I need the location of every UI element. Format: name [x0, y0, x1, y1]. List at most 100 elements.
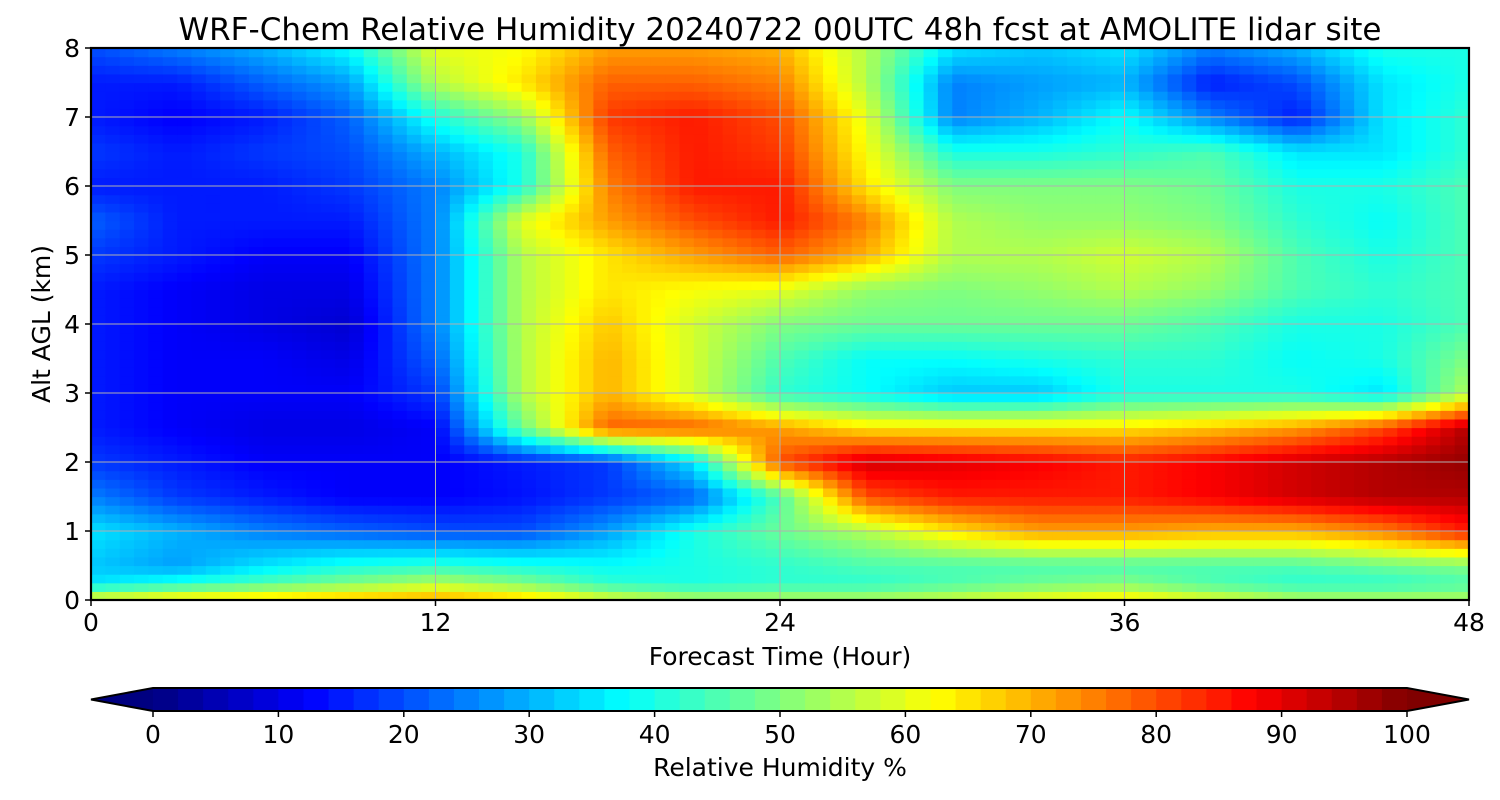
- heatmap-cell: [866, 410, 882, 420]
- heatmap-cell: [1009, 393, 1025, 403]
- heatmap-cell: [1368, 453, 1384, 463]
- heatmap-cell: [162, 505, 178, 515]
- heatmap-cell: [1038, 263, 1054, 273]
- heatmap-cell: [1268, 151, 1283, 161]
- heatmap-cell: [1181, 332, 1197, 342]
- heatmap-cell: [263, 393, 279, 403]
- heatmap-cell: [521, 591, 537, 600]
- heatmap-cell: [622, 453, 638, 463]
- heatmap-cell: [378, 505, 394, 515]
- heatmap-cell: [1067, 211, 1083, 222]
- heatmap-cell: [550, 427, 566, 437]
- heatmap-cell: [1425, 332, 1441, 342]
- heatmap-cell: [1181, 410, 1197, 420]
- heatmap-cell: [693, 427, 709, 437]
- heatmap-cell: [1095, 160, 1111, 170]
- heatmap-cell: [1282, 255, 1298, 265]
- heatmap-cell: [1224, 418, 1240, 429]
- heatmap-cell: [91, 470, 106, 480]
- heatmap-cell: [1368, 565, 1384, 575]
- heatmap-cell: [1095, 151, 1111, 161]
- heatmap-cell: [277, 341, 293, 351]
- heatmap-cell: [177, 160, 193, 170]
- heatmap-cell: [263, 591, 279, 600]
- heatmap-cell: [894, 436, 910, 446]
- heatmap-cell: [535, 186, 551, 196]
- heatmap-cell: [708, 177, 724, 187]
- heatmap-cell: [148, 151, 164, 161]
- heatmap-cell: [1354, 427, 1370, 437]
- heatmap-cell: [980, 203, 996, 213]
- heatmap-cell: [866, 591, 882, 600]
- heatmap-cell: [722, 367, 738, 377]
- heatmap-cell: [191, 496, 207, 506]
- heatmap-cell: [866, 289, 882, 299]
- heatmap-cell: [1440, 393, 1456, 403]
- heatmap-cell: [191, 470, 207, 480]
- heatmap-cell: [535, 306, 551, 316]
- heatmap-cell: [1440, 358, 1456, 368]
- heatmap-cell: [492, 427, 508, 437]
- heatmap-cell: [234, 427, 250, 437]
- heatmap-cell: [205, 556, 221, 567]
- heatmap-cell: [1052, 401, 1068, 411]
- heatmap-cell: [464, 246, 480, 256]
- heatmap-cell: [1124, 565, 1140, 575]
- heatmap-cell: [1038, 574, 1054, 584]
- heatmap-cell: [1382, 211, 1398, 222]
- heatmap-cell: [679, 479, 695, 489]
- heatmap-cell: [1425, 298, 1441, 308]
- heatmap-cell: [277, 289, 293, 299]
- heatmap-cell: [880, 186, 896, 196]
- heatmap-cell: [1325, 280, 1341, 291]
- heatmap-cell: [866, 513, 882, 523]
- heatmap-cell: [636, 358, 652, 368]
- heatmap-cell: [1224, 548, 1240, 558]
- heatmap-cell: [177, 418, 193, 429]
- heatmap-cell: [1081, 194, 1097, 204]
- heatmap-cell: [708, 341, 724, 351]
- heatmap-cell: [894, 186, 910, 196]
- heatmap-cell: [995, 531, 1011, 541]
- heatmap-cell: [177, 349, 193, 360]
- heatmap-cell: [435, 393, 451, 403]
- heatmap-cell: [693, 401, 709, 411]
- heatmap-cell: [449, 177, 465, 187]
- heatmap-cell: [1110, 324, 1126, 334]
- heatmap-cell: [1440, 280, 1456, 291]
- heatmap-cell: [1282, 263, 1298, 273]
- heatmap-cell: [492, 462, 508, 472]
- heatmap-cell: [220, 591, 236, 600]
- heatmap-cell: [1368, 522, 1384, 532]
- heatmap-cell: [736, 522, 752, 532]
- heatmap-cell: [1368, 324, 1384, 334]
- heatmap-cell: [306, 427, 322, 437]
- heatmap-cell: [1153, 496, 1169, 506]
- heatmap-cell: [1081, 160, 1097, 170]
- heatmap-cell: [894, 496, 910, 506]
- heatmap-cell: [507, 186, 523, 196]
- heatmap-cell: [1224, 565, 1240, 575]
- heatmap-cell: [650, 531, 666, 541]
- heatmap-cell: [1253, 582, 1269, 592]
- heatmap-cell: [1009, 237, 1025, 247]
- heatmap-cell: [521, 186, 537, 196]
- heatmap-cell: [1038, 272, 1054, 282]
- heatmap-cell: [1153, 487, 1169, 498]
- heatmap-cell: [119, 211, 135, 222]
- heatmap-cell: [636, 453, 652, 463]
- heatmap-cell: [91, 522, 106, 532]
- heatmap-cell: [708, 401, 724, 411]
- heatmap-cell: [593, 211, 609, 222]
- heatmap-cell: [1167, 298, 1183, 308]
- heatmap-cell: [952, 591, 968, 600]
- heatmap-cell: [421, 453, 437, 463]
- heatmap-cell: [1196, 263, 1212, 273]
- heatmap-cell: [1196, 574, 1212, 584]
- heatmap-cell: [1411, 539, 1427, 549]
- heatmap-cell: [1167, 237, 1183, 247]
- heatmap-cell: [894, 220, 910, 230]
- heatmap-cell: [1239, 393, 1255, 403]
- heatmap-cell: [1382, 186, 1398, 196]
- heatmap-cell: [1181, 375, 1197, 385]
